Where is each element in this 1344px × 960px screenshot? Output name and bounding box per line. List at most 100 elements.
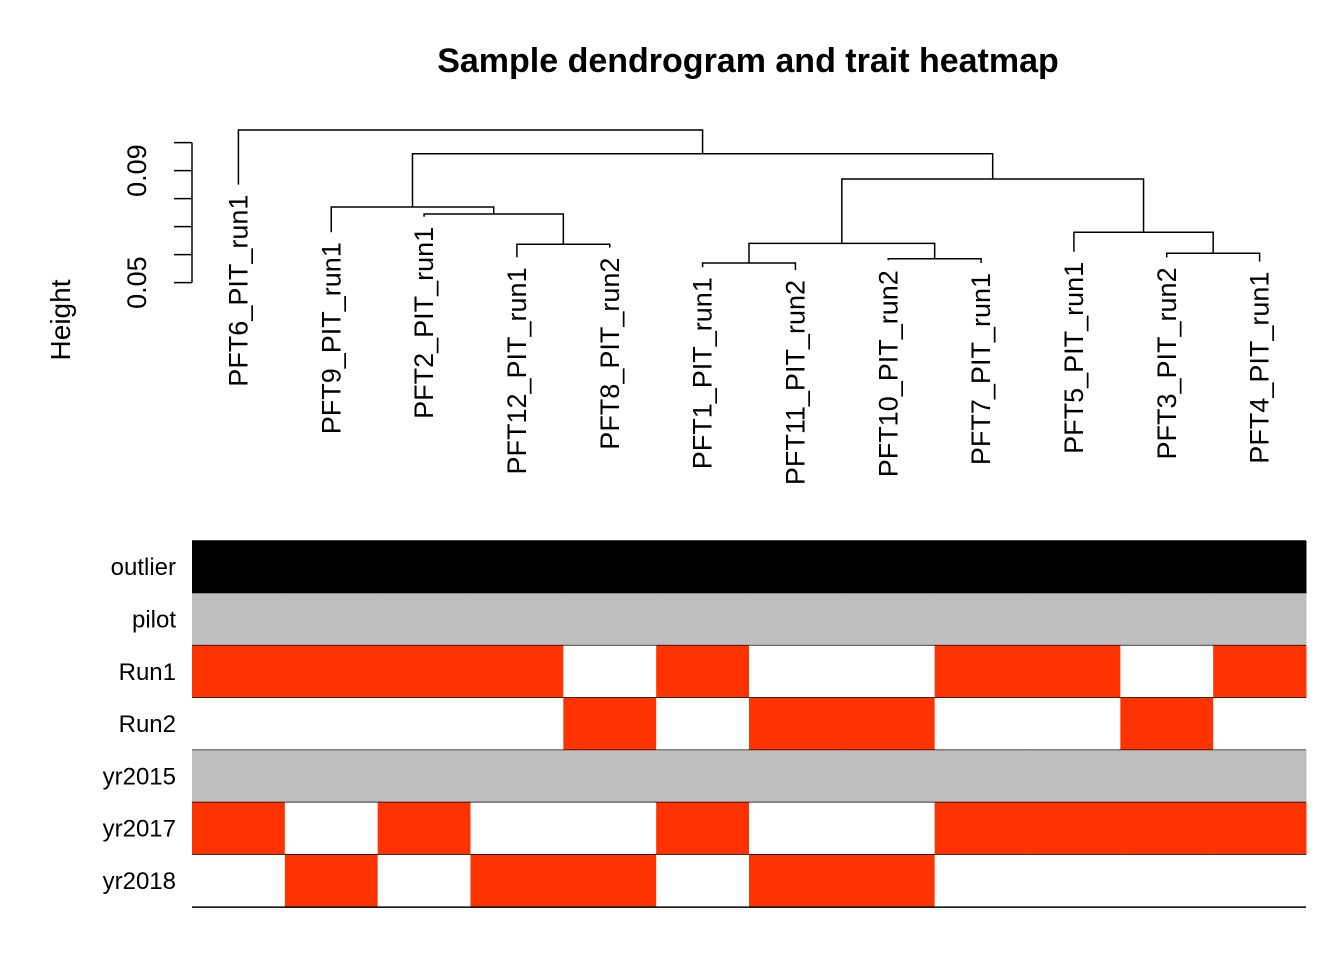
heatmap-cell <box>841 541 936 594</box>
leaf-label: PFT4_PIT_run1 <box>1245 272 1275 464</box>
heatmap-cell <box>841 854 936 908</box>
heatmap-cell <box>934 802 1028 856</box>
trait-label: outlier <box>111 554 176 581</box>
heatmap-cell <box>749 645 843 699</box>
leaf-label: PFT12_PIT_run1 <box>502 267 532 474</box>
leaf-label: PFT7_PIT_run1 <box>966 273 996 465</box>
heatmap-cell <box>1213 802 1307 856</box>
leaf-label: PFT8_PIT_run2 <box>595 258 625 450</box>
dendrogram-branch <box>748 242 936 263</box>
heatmap-cell <box>656 697 750 751</box>
heatmap-cell <box>1027 854 1121 908</box>
heatmap-cell <box>563 802 657 856</box>
trait-label: Run2 <box>119 711 176 738</box>
heatmap-cell <box>841 697 936 751</box>
leaf-label: PFT9_PIT_run1 <box>316 242 346 434</box>
heatmap-cell <box>656 645 750 699</box>
heatmap-cell <box>1120 697 1214 751</box>
leaf-label: PFT2_PIT_run1 <box>409 227 439 419</box>
heatmap-cell <box>1027 541 1121 594</box>
heatmap-cell <box>284 593 379 646</box>
heatmap-cell <box>656 802 750 856</box>
heatmap-cell <box>377 697 471 751</box>
heatmap-cell <box>1120 750 1214 803</box>
trait-label: yr2017 <box>103 816 176 843</box>
heatmap-cell <box>377 541 471 594</box>
heatmap-cell <box>1213 541 1307 594</box>
y-tick-label: 0.05 <box>122 256 152 309</box>
heatmap-cell <box>1213 645 1307 699</box>
dendrogram-branch <box>701 262 797 270</box>
leaf-label: PFT5_PIT_run1 <box>1059 262 1089 454</box>
y-axis-label: Height <box>45 279 76 360</box>
heatmap-cell <box>192 750 286 803</box>
heatmap-cell <box>470 645 564 699</box>
heatmap-cell <box>284 802 379 856</box>
trait-heatmap: outlier pilot Run1 Run2 yr2015 yr2017 yr2018 <box>103 540 1307 908</box>
heatmap-cell <box>934 593 1028 646</box>
heatmap-cell <box>841 750 936 803</box>
leaf-label: PFT1_PIT_run1 <box>688 277 718 469</box>
heatmap-cell <box>563 854 657 908</box>
heatmap-cell <box>192 697 286 751</box>
heatmap-cell <box>470 802 564 856</box>
dendrogram-branch <box>1166 252 1261 262</box>
heatmap-cell <box>934 645 1028 699</box>
heatmap-cell <box>470 854 564 908</box>
heatmap-cell <box>377 750 471 803</box>
heatmap-cell <box>563 750 657 803</box>
leaf-label: PFT6_PIT_run1 <box>223 195 253 387</box>
heatmap-cell <box>563 697 657 751</box>
heatmap-cell <box>1027 802 1121 856</box>
heatmap-cell <box>377 645 471 699</box>
heatmap-cell <box>563 541 657 594</box>
heatmap-cell <box>656 593 750 646</box>
trait-label: pilot <box>132 606 176 633</box>
heatmap-cell <box>1120 645 1214 699</box>
leaf-label: PFT3_PIT_run2 <box>1152 267 1182 459</box>
heatmap-cell <box>1120 541 1214 594</box>
heatmap-cell <box>934 697 1028 751</box>
heatmap-cell <box>1027 697 1121 751</box>
dendrogram-branch <box>841 178 1145 244</box>
heatmap-cell <box>934 854 1028 908</box>
leaf-label: PFT11_PIT_run2 <box>780 280 810 485</box>
heatmap-cell <box>284 541 379 594</box>
heatmap-cell <box>749 750 843 803</box>
heatmap-cell <box>934 541 1028 594</box>
heatmap-cell <box>284 645 379 699</box>
heatmap-cell <box>1120 802 1214 856</box>
heatmap-cell <box>192 802 286 856</box>
heatmap-cell <box>470 697 564 751</box>
dendrogram-branch <box>887 258 982 263</box>
heatmap-cell <box>377 802 471 856</box>
heatmap-cell <box>563 645 657 699</box>
leaf-label: PFT10_PIT_run2 <box>873 270 903 477</box>
trait-label: Run1 <box>119 659 176 686</box>
heatmap-cell <box>1027 750 1121 803</box>
heatmap-cell <box>841 645 936 699</box>
y-axis: 0.05 0.09 <box>122 141 193 309</box>
heatmap-cell <box>284 697 379 751</box>
heatmap-cell <box>470 750 564 803</box>
heatmap-cell <box>656 541 750 594</box>
heatmap-cell <box>1213 854 1307 908</box>
heatmap-cell <box>1120 593 1214 646</box>
heatmap-cell <box>284 854 379 908</box>
dendrogram <box>237 129 1261 270</box>
heatmap-cell <box>656 750 750 803</box>
dendrogram-branch <box>1073 231 1214 254</box>
y-tick-label: 0.09 <box>122 144 152 197</box>
trait-label: yr2018 <box>103 868 176 895</box>
heatmap-cell <box>563 593 657 646</box>
dendrogram-branch <box>411 153 994 207</box>
heatmap-cell <box>1213 750 1307 803</box>
heatmap-cell <box>841 593 936 646</box>
heatmap-cell <box>1027 645 1121 699</box>
dendrogram-branch <box>423 213 565 245</box>
heatmap-cell <box>749 541 843 594</box>
heatmap-cell <box>1027 593 1121 646</box>
heatmap-cell <box>470 541 564 594</box>
heatmap-cell <box>1213 593 1307 646</box>
